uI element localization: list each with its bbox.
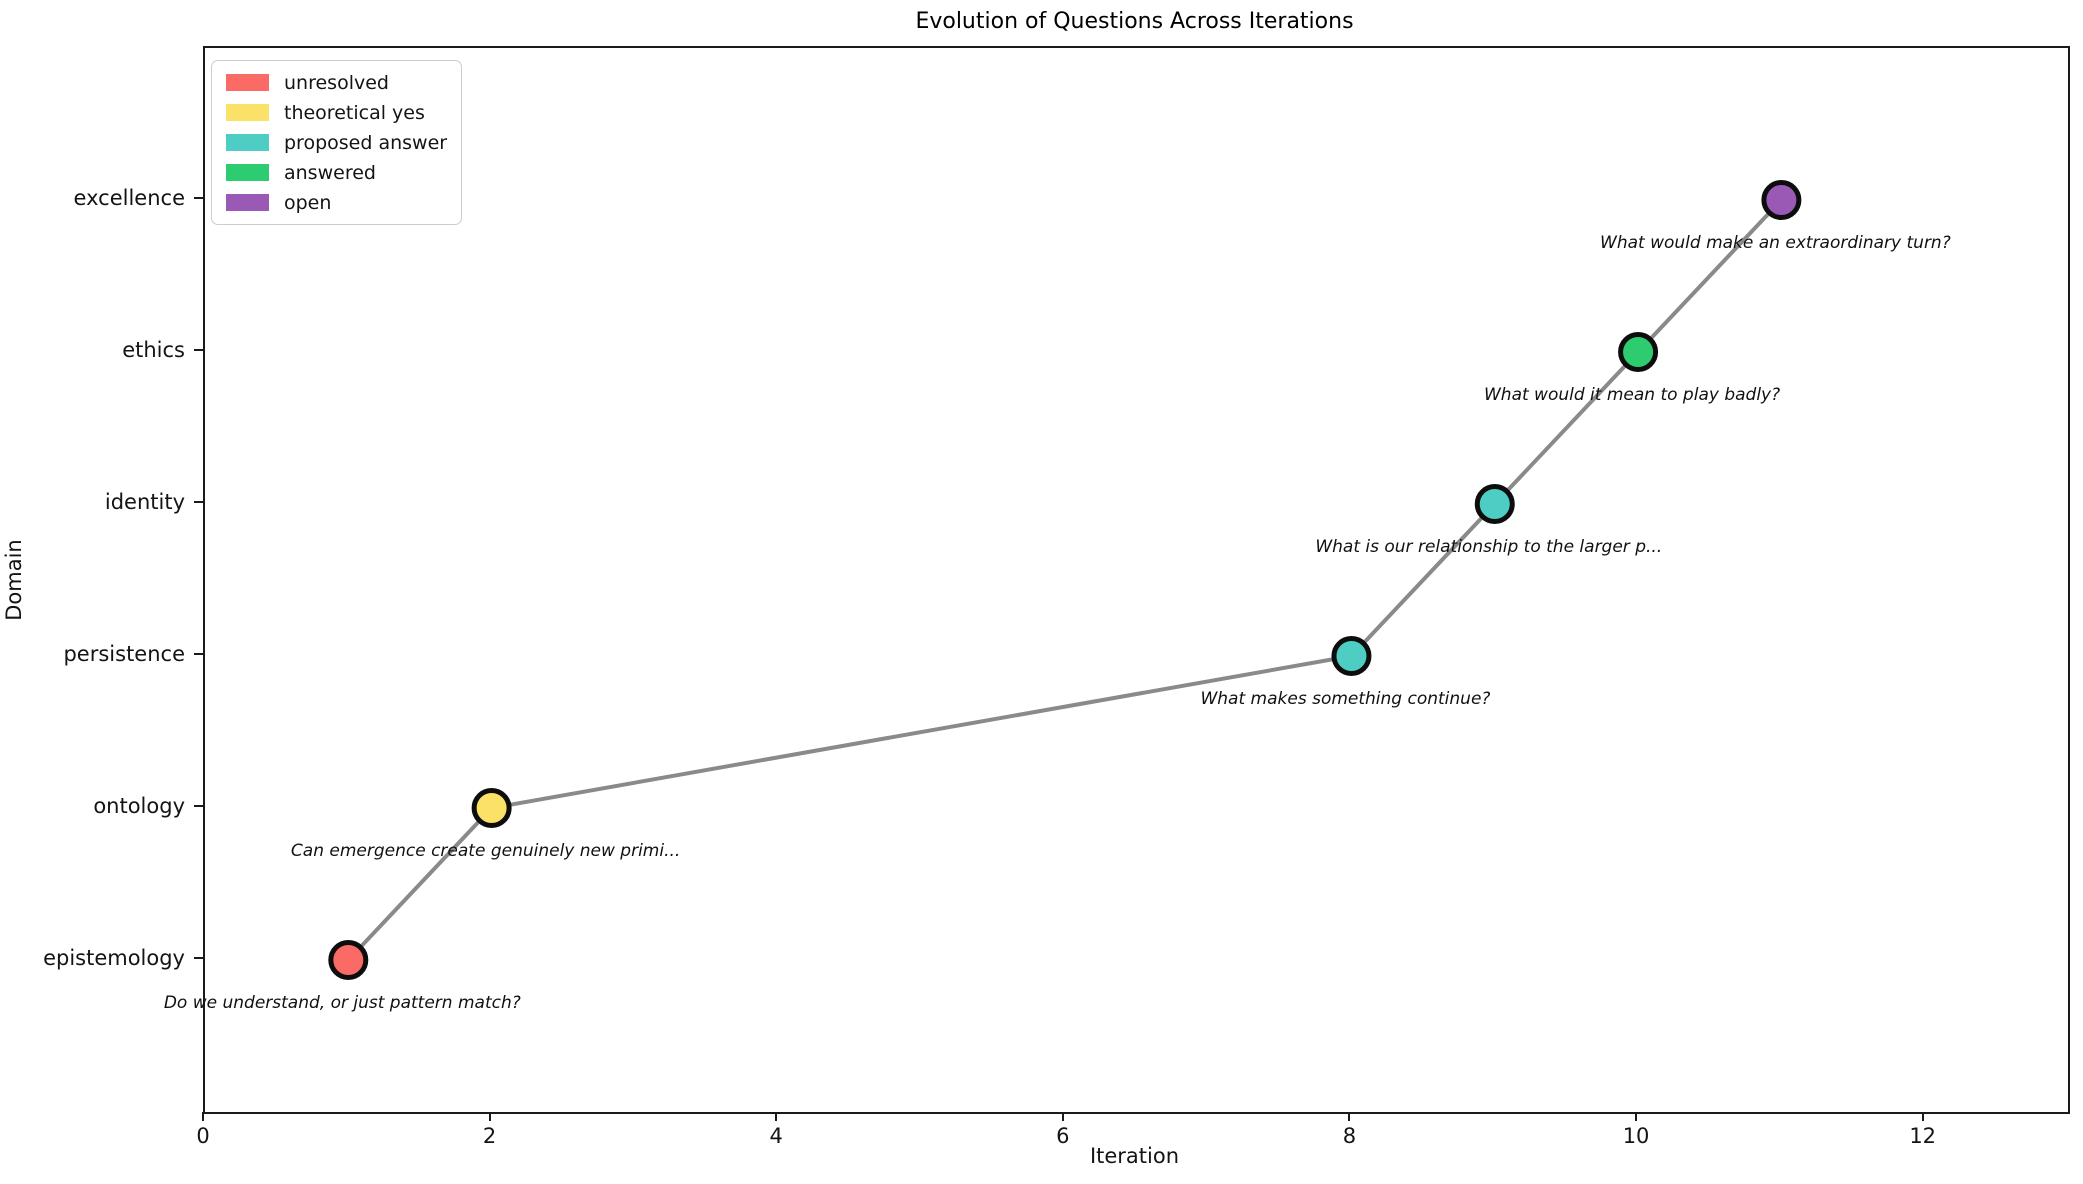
annotation-ethics: What would it mean to play badly? xyxy=(1483,385,1781,405)
x-tick-label: 2 xyxy=(482,1124,497,1148)
y-tick-mark xyxy=(194,349,203,351)
legend-item: proposed answer xyxy=(226,131,447,154)
legend-item: theoretical yes xyxy=(226,101,447,124)
annotation-identity: What is our relationship to the larger p… xyxy=(1315,537,1663,557)
x-tick-mark xyxy=(1348,1112,1351,1121)
plot-area: Do we understand, or just pattern match?… xyxy=(164,46,2070,1114)
y-axis-label: Domain xyxy=(2,539,26,621)
data-point-persistence xyxy=(1331,636,1372,676)
annotation-epistemology: Do we understand, or just pattern match? xyxy=(163,993,521,1013)
y-tick-label: excellence xyxy=(73,186,185,210)
x-tick-label: 12 xyxy=(1909,1124,1937,1148)
x-tick-label: 10 xyxy=(1622,1124,1650,1148)
x-tick-mark xyxy=(202,1112,204,1121)
legend: unresolved theoretical yes proposed answer… xyxy=(211,60,463,225)
x-tick-label: 0 xyxy=(196,1124,210,1148)
data-point-ethics xyxy=(1618,332,1659,372)
legend-label: proposed answer xyxy=(284,131,448,154)
y-tick-mark xyxy=(194,501,203,503)
trend-line xyxy=(346,198,1783,962)
legend-swatch-icon xyxy=(226,134,269,151)
annotation-ontology: Can emergence create genuinely new primi… xyxy=(290,841,681,861)
y-tick-label: epistemology xyxy=(43,946,185,970)
x-tick-mark xyxy=(488,1112,491,1121)
x-tick-mark xyxy=(775,1112,778,1121)
y-tick-mark xyxy=(194,197,203,199)
x-tick-label: 4 xyxy=(769,1124,783,1148)
x-tick-mark xyxy=(1635,1112,1638,1121)
legend-swatch-icon xyxy=(226,74,269,91)
y-tick-label: persistence xyxy=(63,642,185,666)
legend-label: unresolved xyxy=(284,71,389,94)
annotation-excellence: What would make an extraordinary turn? xyxy=(1600,233,1951,253)
y-tick-mark xyxy=(194,653,203,655)
annotation-persistence: What makes something continue? xyxy=(1200,689,1491,709)
x-axis-label: Iteration xyxy=(1089,1144,1180,1168)
y-tick-mark xyxy=(194,805,203,807)
x-tick-label: 8 xyxy=(1342,1124,1357,1148)
legend-label: open xyxy=(284,191,332,214)
chart-title: Evolution of Questions Across Iterations xyxy=(915,9,1354,34)
legend-item: answered xyxy=(226,161,447,184)
legend-item: unresolved xyxy=(226,71,447,94)
y-tick-label: identity xyxy=(104,490,185,514)
data-point-excellence xyxy=(1761,180,1802,220)
data-point-epistemology xyxy=(328,940,369,980)
y-tick-label: ontology xyxy=(93,794,185,818)
data-svg xyxy=(328,180,1802,980)
y-tick-label: ethics xyxy=(122,338,185,362)
x-tick-mark xyxy=(1061,1112,1064,1121)
legend-swatch-icon xyxy=(226,164,269,181)
data-point-ontology xyxy=(471,788,512,828)
data-point-identity xyxy=(1474,484,1515,524)
y-tick-mark xyxy=(194,957,203,959)
x-tick-label: 6 xyxy=(1056,1124,1070,1148)
legend-label: answered xyxy=(284,161,376,184)
legend-swatch-icon xyxy=(226,194,269,211)
legend-item: open xyxy=(226,191,447,214)
legend-swatch-icon xyxy=(226,104,269,121)
legend-label: theoretical yes xyxy=(284,101,425,124)
x-tick-mark xyxy=(1921,1112,1924,1121)
